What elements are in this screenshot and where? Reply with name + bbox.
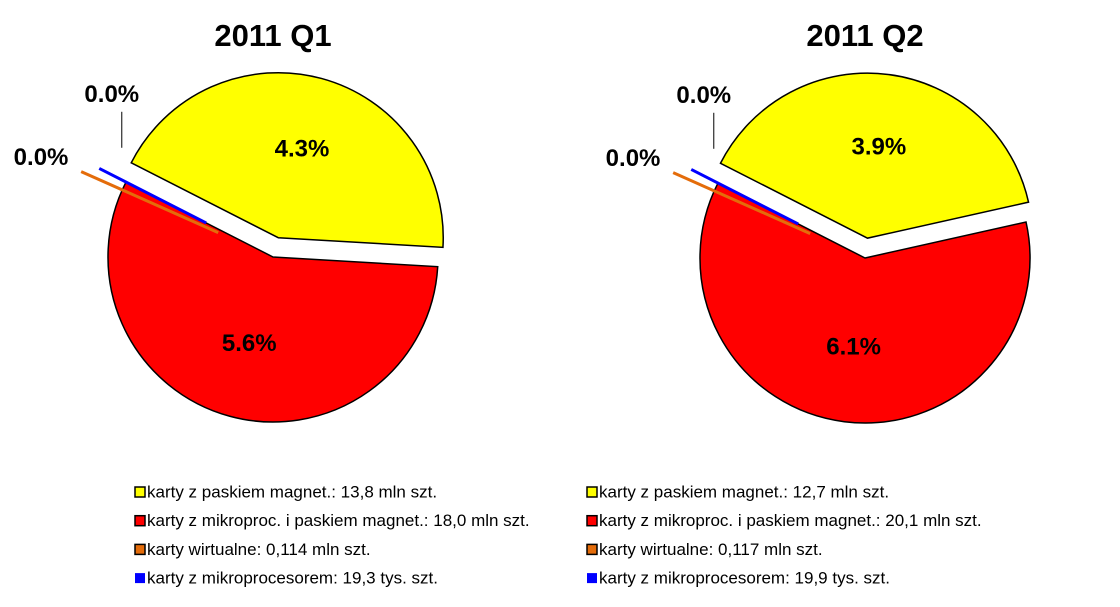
legend-swatch — [134, 543, 146, 556]
data-label: 3.9% — [852, 133, 907, 160]
data-label: 5.6% — [222, 330, 277, 357]
legend-label: karty z paskiem magnet.: 13,8 mln szt. — [147, 482, 437, 501]
legend-label: karty wirtualne: 0,114 mln szt. — [147, 540, 371, 559]
legend-swatch — [134, 514, 146, 527]
legend-label: karty z mikroproc. i paskiem magnet.: 20… — [599, 511, 982, 530]
legend-label: karty z mikroprocesorem: 19,3 tys. szt. — [147, 569, 438, 588]
data-label: 0.0% — [84, 81, 139, 108]
pie-slice — [672, 171, 811, 235]
pie-slice — [98, 167, 207, 225]
data-label: 0.0% — [14, 144, 69, 171]
legend-swatch — [135, 573, 145, 584]
chart-title: 2011 Q1 — [214, 18, 331, 53]
legend-label: karty wirtualne: 0,117 mln szt. — [599, 540, 823, 559]
legend-label: karty z mikroprocesorem: 19,9 tys. szt. — [599, 569, 890, 588]
legend-swatch — [586, 486, 598, 498]
legend-swatch — [134, 486, 146, 498]
data-label: 6.1% — [826, 333, 881, 360]
data-label: 0.0% — [606, 145, 661, 172]
legend-label: karty z mikroproc. i paskiem magnet.: 18… — [147, 511, 530, 530]
pie-slice — [690, 168, 799, 226]
legend-swatch — [586, 543, 598, 556]
data-label: 4.3% — [275, 135, 330, 162]
data-label: 0.0% — [676, 82, 731, 109]
pie-slice — [107, 181, 439, 423]
chart-title: 2011 Q2 — [806, 18, 923, 53]
legend-swatch — [586, 514, 598, 527]
legend-swatch — [587, 573, 597, 584]
pie-slice — [699, 182, 1031, 424]
pie-slice — [719, 72, 1030, 239]
pie-slice — [130, 71, 444, 249]
legend-label: karty z paskiem magnet.: 12,7 mln szt. — [599, 482, 889, 501]
pie-slice — [80, 170, 219, 234]
